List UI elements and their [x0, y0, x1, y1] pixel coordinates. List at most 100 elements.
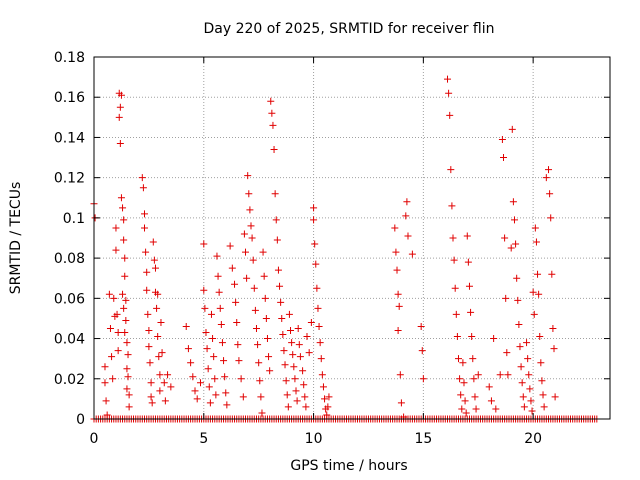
data-point: [249, 256, 257, 264]
data-point: [492, 405, 500, 413]
data-point: [296, 353, 304, 361]
data-point: [540, 403, 548, 411]
data-point: [261, 294, 269, 302]
y-axis-label: SRMTID / TECUs: [8, 182, 24, 295]
data-point: [235, 357, 243, 365]
data-point: [124, 351, 132, 359]
data-point: [419, 375, 427, 383]
data-point: [202, 329, 210, 337]
data-point: [109, 375, 117, 383]
data-point: [218, 339, 226, 347]
data-point: [302, 403, 310, 411]
data-point: [246, 206, 254, 214]
data-point: [147, 379, 155, 387]
data-point: [120, 216, 128, 224]
data-point: [461, 397, 469, 405]
data-point: [394, 290, 402, 298]
data-point: [212, 391, 220, 399]
data-point: [450, 256, 458, 264]
data-point: [119, 204, 127, 212]
data-point: [220, 357, 228, 365]
data-point: [160, 379, 168, 387]
data-point: [196, 379, 204, 387]
data-point: [460, 379, 468, 387]
data-point: [141, 224, 149, 232]
data-point: [395, 302, 403, 310]
data-point: [154, 333, 162, 341]
data-point: [468, 333, 476, 341]
data-point: [487, 397, 495, 405]
data-point: [231, 280, 239, 288]
data-point: [141, 210, 149, 218]
data-point: [447, 166, 455, 174]
data-point: [311, 240, 319, 248]
data-point: [310, 204, 318, 212]
data-point: [156, 371, 164, 379]
data-point: [200, 240, 208, 248]
data-point: [270, 146, 278, 154]
data-point: [116, 139, 124, 147]
data-point: [156, 387, 164, 395]
data-point: [114, 347, 122, 355]
data-point: [113, 310, 121, 318]
data-point: [115, 113, 123, 121]
data-point: [448, 202, 456, 210]
data-point: [103, 411, 111, 419]
y-tick-label: 0.18: [54, 50, 85, 66]
data-point: [242, 248, 250, 256]
data-point: [106, 325, 114, 332]
data-point: [215, 288, 223, 296]
data-point: [121, 254, 129, 262]
data-point: [122, 316, 130, 324]
data-point: [108, 353, 116, 361]
x-axis-label: GPS time / hours: [290, 458, 407, 474]
data-point: [123, 385, 131, 393]
data-point: [268, 109, 276, 117]
data-point: [325, 393, 333, 401]
data-point: [292, 387, 300, 395]
data-point: [138, 174, 146, 182]
data-point: [123, 365, 131, 373]
data-point: [120, 304, 128, 312]
data-point: [272, 216, 280, 224]
x-tick-label: 5: [199, 431, 208, 447]
data-point: [528, 407, 536, 415]
data-point: [187, 359, 195, 367]
data-point: [243, 274, 251, 282]
chart-title: Day 220 of 2025, SRMTID for receiver fli…: [204, 21, 495, 37]
data-point: [206, 399, 214, 407]
data-point: [182, 322, 190, 330]
grid: [94, 57, 610, 419]
x-tick-label: 0: [90, 431, 99, 447]
data-point: [207, 310, 215, 318]
data-point: [490, 335, 498, 343]
data-point: [502, 294, 510, 302]
data-point: [291, 375, 299, 383]
data-point: [121, 272, 129, 280]
data-point: [289, 351, 297, 359]
axis-ticks: 0 0.02 0.04 0.06 0.08 0.1 0.12 0.14 0.16 0.18 0 5 10…: [54, 50, 610, 447]
data-point: [465, 282, 473, 290]
data-point: [200, 286, 208, 294]
data-point: [295, 341, 303, 349]
data-point: [211, 375, 219, 383]
data-point: [454, 355, 462, 363]
data-point: [278, 314, 286, 322]
plot-frame: [93, 56, 611, 420]
data-point: [323, 411, 331, 419]
y-tick-label: 0.04: [54, 332, 85, 348]
data-point: [496, 371, 504, 379]
data-point: [449, 234, 457, 242]
data-point: [318, 371, 326, 379]
data-point: [124, 373, 132, 381]
data-point: [509, 198, 517, 206]
data-point: [453, 333, 461, 341]
data-point: [255, 359, 263, 367]
data-point: [397, 399, 405, 407]
data-point: [549, 325, 557, 332]
data-point: [204, 365, 212, 373]
data-point: [234, 341, 242, 349]
data-point: [527, 397, 535, 405]
data-point: [139, 184, 147, 192]
data-point: [250, 284, 258, 292]
